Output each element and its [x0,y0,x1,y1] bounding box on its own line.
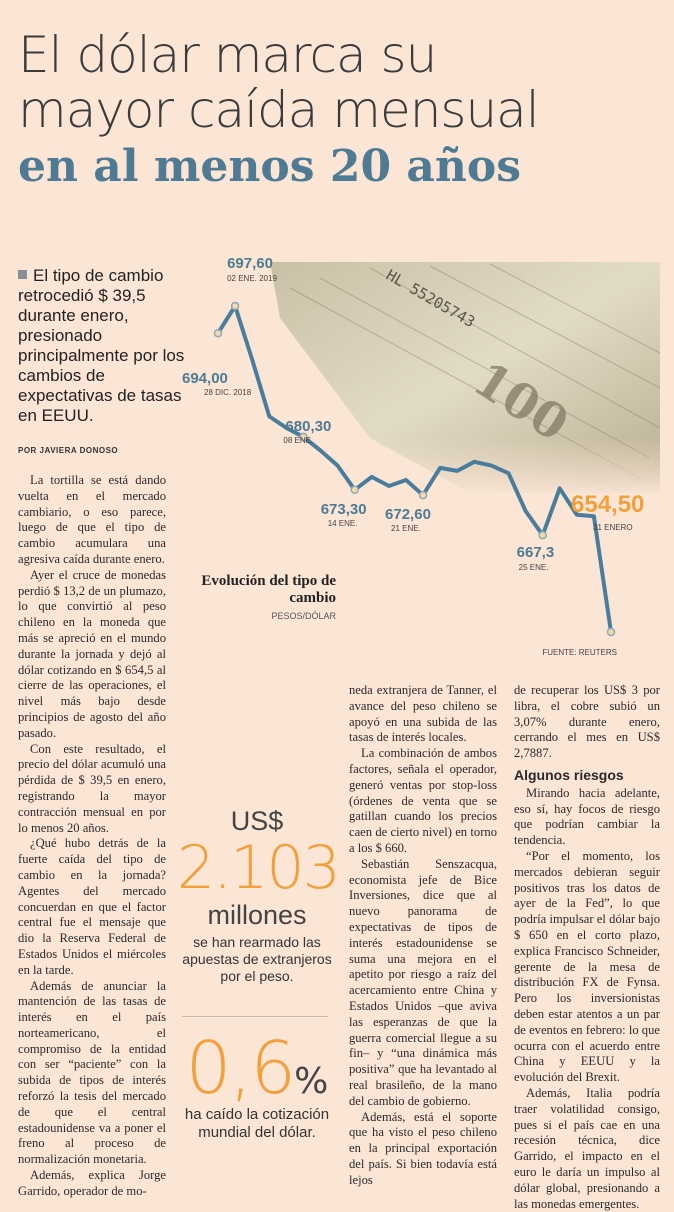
date-label: 25 ENE. [519,563,549,572]
data-point [230,301,240,311]
paragraph: Mirando hacia adelante, eso sí, hay foco… [514,785,660,848]
callout-description: se han rearmado las apuestas de extranje… [182,934,332,984]
data-point [606,627,616,637]
data-label: 672,60 [385,506,431,523]
paragraph: de recuperar los US$ 3 por libra, el cob… [514,683,660,761]
headline-line-3: en al menos 20 años [18,141,521,192]
callout-currency: US$ [230,806,284,836]
callout-dollar-drop: 0,6% ha caído la cotización mundial del … [177,1030,337,1142]
callout-investment: US$ 2.103 millones se han rearmado las a… [177,806,341,985]
article-column-3: de recuperar los US$ 3 por libra, el cob… [514,683,660,1212]
section-heading: Algunos riesgos [514,766,624,783]
paragraph: Con este resultado, el precio del dólar … [18,741,166,835]
headline-line-2: mayor caída mensual [18,81,540,139]
paragraph: Además, está el soporte que ha visto el … [349,1109,497,1187]
paragraph: Además de anunciar la mantención de las … [18,978,166,1167]
data-label: 654,50 [571,491,644,518]
series-line [216,304,613,633]
data-label: 697,60 [227,258,273,272]
callout-description: ha caído la cotización mundial del dólar… [184,1106,330,1141]
headline: El dólar marca su mayor caída mensual en… [18,28,668,196]
bullet-square-icon [18,270,27,279]
paragraph: La combinación de ambos factores, señala… [349,746,497,855]
article-column-2: neda extranjera de Tanner, el avance del… [349,683,497,1189]
paragraph: neda extranjera de Tanner, el avance del… [349,683,497,745]
date-label: 31 ENERO [593,523,633,532]
data-point [418,490,428,500]
article-column-1: La tortilla se está dando vuelta en el m… [18,473,166,1200]
lead-summary: El tipo de cambio retrocedió $ 39,5 dura… [18,266,188,426]
paragraph: La tortilla se está dando vuelta en el m… [18,473,166,566]
paragraph: “Por el momento, los mercados debieran s… [514,848,660,1085]
callout-number: 2.103 [177,833,341,903]
headline-line-1: El dólar marca su [18,26,437,84]
date-label: 14 ENE. [328,519,358,528]
paragraph: Ayer el cruce de monedas perdió $ 13,2 d… [18,567,166,740]
chart-subtitle: PESOS/DÓLAR [271,611,336,621]
byline: POR JAVIERA DONOSO [18,446,119,455]
paragraph: Además, explica Jorge Garrido, operador … [18,1168,166,1198]
data-label: 694,00 [182,370,228,387]
data-point [350,485,359,495]
callout-unit: millones [207,900,307,930]
date-label: 21 ENE. [391,524,421,533]
callout-percent-sign: % [294,1061,329,1102]
data-point [299,432,308,442]
data-label: 680,30 [285,418,331,435]
banknote-image: HL 55205743 100 [270,262,661,498]
date-label: 28 DIC. 2018 [204,388,252,397]
paragraph: ¿Qué hubo detrás de la fuerte caída del … [18,836,166,977]
paragraph: Sebastián Senszacqua, economista jefe de… [349,856,497,1108]
date-label: 02 ENE. 2019 [227,274,277,283]
divider [182,1016,328,1017]
paragraph: Además, Italia podría traer volatilidad … [514,1085,660,1211]
data-label: 667,3 [517,544,555,561]
data-label: 673,30 [321,501,367,518]
data-point [538,530,547,540]
lead-text: El tipo de cambio retrocedió $ 39,5 dura… [18,266,185,425]
date-label: 08 ENE. [283,436,313,445]
chart-source: FUENTE: REUTERS [542,648,617,657]
data-point [213,328,223,338]
callout-percent-number: 0,6 [185,1026,297,1110]
chart-title: Evolución del tipo de cambio [201,573,336,606]
